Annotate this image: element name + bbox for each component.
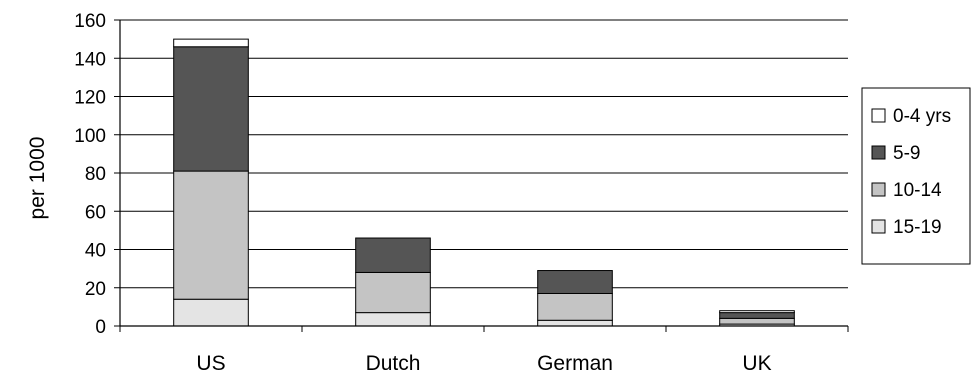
bar-german-10-14 xyxy=(537,292,613,321)
y-tick-label: 140 xyxy=(74,49,106,70)
legend-label-10-14: 10-14 xyxy=(893,180,942,201)
bar-us-15-19 xyxy=(173,298,249,327)
bar-dutch-10-14 xyxy=(355,271,431,314)
bar-uk-5-9 xyxy=(719,312,795,319)
y-tick-label: 40 xyxy=(85,241,106,262)
y-tick-label: 60 xyxy=(85,202,106,223)
bar-us-5-9 xyxy=(173,46,249,172)
legend-label-0-4-yrs: 0-4 yrs xyxy=(893,106,951,127)
y-tick-label: 0 xyxy=(95,317,106,338)
bars xyxy=(173,38,795,327)
bar-german-5-9 xyxy=(537,270,613,294)
legend: 0-4 yrs 5-9 10-14 15-19 xyxy=(861,87,971,265)
x-tick-label-dutch: Dutch xyxy=(366,352,421,375)
x-tick-label-uk: UK xyxy=(742,352,771,375)
legend-swatch-0-4-yrs xyxy=(871,108,886,123)
legend-swatch-10-14 xyxy=(871,182,886,197)
bar-us-10-14 xyxy=(173,170,249,300)
legend-label-5-9: 5-9 xyxy=(893,143,920,164)
legend-label-15-19: 15-19 xyxy=(893,217,942,238)
bar-uk-0-4-yrs xyxy=(719,310,795,314)
y-tick-label: 20 xyxy=(85,279,106,300)
bar-uk-10-14 xyxy=(719,317,795,325)
x-tick-label-german: German xyxy=(537,352,613,375)
y-tick-label: 160 xyxy=(74,11,106,32)
y-tick-label: 100 xyxy=(74,126,106,147)
x-tick-label-us: US xyxy=(196,352,225,375)
legend-swatch-15-19 xyxy=(871,219,886,234)
y-axis-ticks: 0 20 40 60 80 100 120 140 160 xyxy=(74,11,120,338)
y-tick-label: 80 xyxy=(85,164,106,185)
bar-german-15-19 xyxy=(537,319,613,327)
x-axis-labels: US Dutch German UK xyxy=(119,326,849,375)
y-tick-label: 120 xyxy=(74,88,106,109)
legend-swatch-5-9 xyxy=(871,145,886,160)
bar-dutch-15-19 xyxy=(355,312,431,327)
bar-dutch-5-9 xyxy=(355,237,431,273)
y-axis-label: per 1000 xyxy=(26,137,49,220)
bar-us-0-4-yrs xyxy=(173,38,249,48)
